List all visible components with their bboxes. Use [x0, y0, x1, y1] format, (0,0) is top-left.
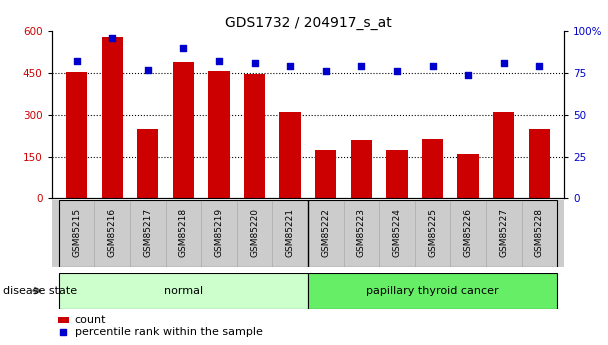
Bar [272, 200, 308, 267]
Bar [201, 200, 237, 267]
Text: GSM85217: GSM85217 [143, 208, 152, 257]
Point [214, 58, 224, 64]
Bar [280, 112, 301, 198]
Point [143, 67, 153, 72]
Bar [59, 200, 94, 267]
Bar [522, 200, 557, 267]
Bar [351, 140, 372, 198]
Text: count: count [75, 315, 106, 325]
Text: GSM85219: GSM85219 [215, 208, 224, 257]
Bar [386, 150, 407, 198]
Bar [528, 129, 550, 198]
Bar [165, 200, 201, 267]
Bar [457, 154, 479, 198]
Bar [59, 273, 308, 309]
Text: GSM85228: GSM85228 [535, 208, 544, 257]
Bar [237, 200, 272, 267]
Text: papillary thyroid cancer: papillary thyroid cancer [366, 286, 499, 296]
Point [321, 68, 331, 74]
Bar [493, 112, 514, 198]
Bar [308, 273, 557, 309]
Point [427, 63, 437, 69]
Text: GSM85215: GSM85215 [72, 208, 81, 257]
Point [392, 68, 402, 74]
Text: normal: normal [164, 286, 203, 296]
Bar [173, 62, 194, 198]
Text: disease state: disease state [3, 286, 77, 296]
Bar [244, 74, 265, 198]
Bar [58, 317, 69, 323]
Point [72, 58, 81, 64]
Text: GSM85227: GSM85227 [499, 208, 508, 257]
Title: GDS1732 / 204917_s_at: GDS1732 / 204917_s_at [224, 16, 392, 30]
Bar [66, 72, 88, 198]
Point [250, 60, 260, 66]
Point [356, 63, 366, 69]
Bar [130, 200, 165, 267]
Point [499, 60, 508, 66]
Text: GSM85222: GSM85222 [321, 208, 330, 257]
Bar [315, 150, 336, 198]
Bar [94, 200, 130, 267]
Bar [422, 139, 443, 198]
Text: GSM85225: GSM85225 [428, 208, 437, 257]
Bar [209, 71, 230, 198]
Point [285, 63, 295, 69]
Text: GSM85216: GSM85216 [108, 208, 117, 257]
Point [108, 35, 117, 40]
Bar [137, 129, 159, 198]
Point [179, 45, 188, 51]
Text: GSM85224: GSM85224 [392, 208, 401, 257]
Text: GSM85218: GSM85218 [179, 208, 188, 257]
Bar [344, 200, 379, 267]
Bar [415, 200, 451, 267]
Text: GSM85223: GSM85223 [357, 208, 366, 257]
Bar [379, 200, 415, 267]
Bar [486, 200, 522, 267]
Point [534, 63, 544, 69]
Text: GSM85220: GSM85220 [250, 208, 259, 257]
Text: percentile rank within the sample: percentile rank within the sample [75, 327, 263, 337]
Point [58, 329, 68, 335]
Text: GSM85226: GSM85226 [464, 208, 472, 257]
Bar [102, 37, 123, 198]
Point [463, 72, 473, 77]
Bar [308, 200, 344, 267]
Bar [451, 200, 486, 267]
Text: GSM85221: GSM85221 [286, 208, 295, 257]
